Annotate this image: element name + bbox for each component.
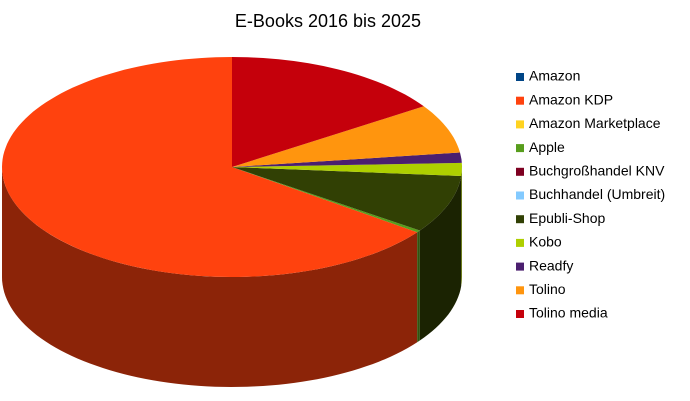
legend-label: Readfy [529,257,573,273]
legend-label: Kobo [529,234,562,250]
legend-swatch [516,144,524,153]
legend: Amazon Amazon KDP Amazon Marketplace Apple B… [516,68,665,321]
legend-swatch [516,96,524,105]
legend-label: Amazon Marketplace [529,115,661,131]
legend-label: Apple [529,139,565,155]
legend-swatch [516,73,524,81]
legend-swatch [516,120,524,129]
legend-label: Amazon KDP [529,91,613,107]
legend-swatch [516,238,524,247]
legend-swatch [516,167,524,176]
pie [2,57,462,387]
legend-label: Buchgroßhandel KNV [529,163,665,179]
legend-swatch [516,262,524,271]
pie-slice [2,57,418,277]
pie-slice [232,167,420,233]
legend-swatch [516,191,524,200]
pie-slice [232,152,462,167]
pie-slice [232,106,460,167]
legend-swatch [516,310,524,318]
side-wall [2,167,418,387]
pie-slice [232,167,462,231]
pie-slice [232,162,462,176]
legend-label: Buchhandel (Umbreit) [529,186,665,202]
side-wall [417,230,420,343]
side-wall [461,167,462,286]
pie-slice [232,57,424,167]
legend-label: Amazon [529,68,580,84]
legend-swatch [516,215,524,224]
legend-label: Tolino media [529,305,608,321]
legend-swatch [516,286,524,295]
chart-title: E-Books 2016 bis 2025 [235,11,421,31]
legend-label: Tolino [529,281,566,297]
side-wall [419,176,462,341]
legend-label: Epubli-Shop [529,210,605,226]
